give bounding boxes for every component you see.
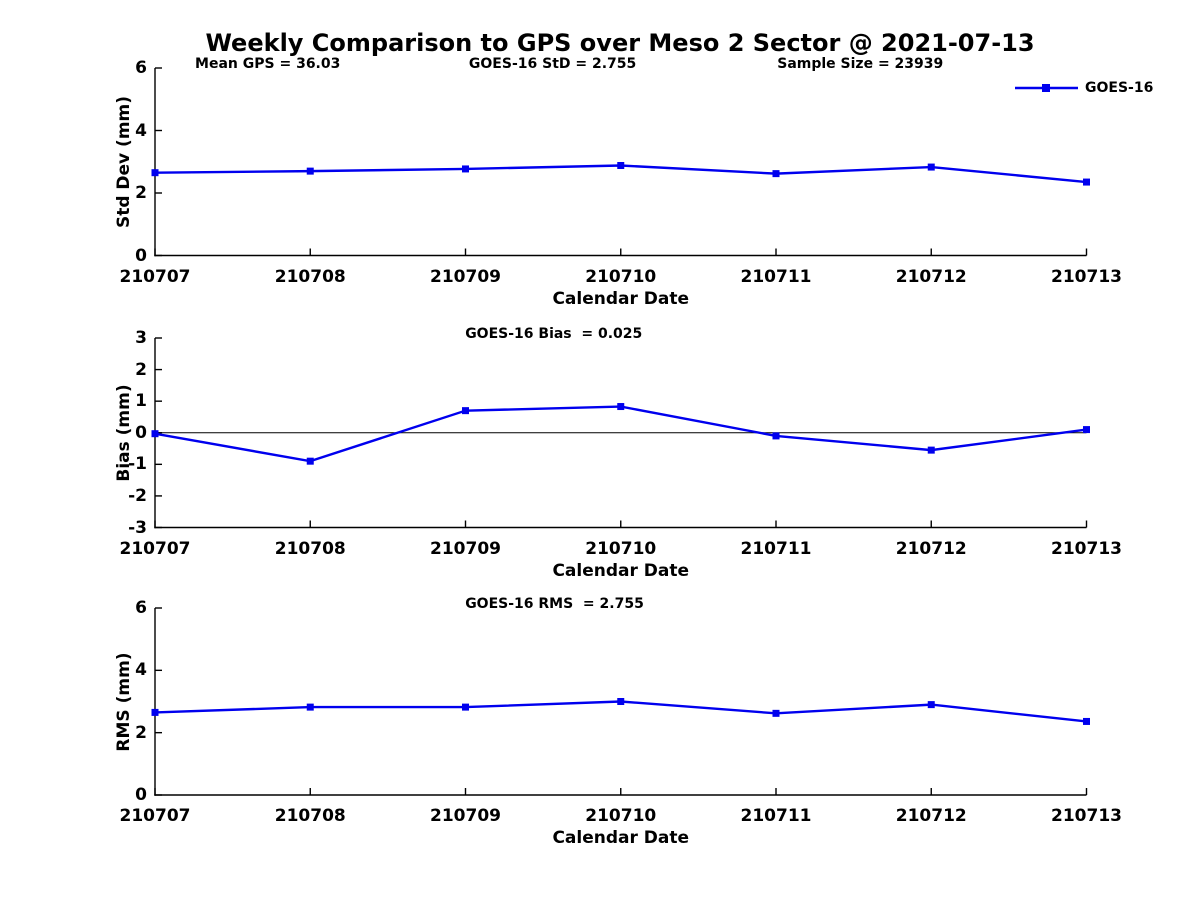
x-axis-label: Calendar Date bbox=[552, 560, 690, 581]
rms-data-point-marker bbox=[617, 698, 625, 705]
std-dev-data-point-marker bbox=[772, 170, 780, 178]
std-dev-data-point-marker bbox=[1083, 178, 1090, 186]
rms-data-point-marker bbox=[306, 703, 314, 711]
rms-data-point-marker bbox=[462, 703, 469, 711]
x-tick-label: 210713 bbox=[1051, 266, 1122, 287]
x-tick-label: 210711 bbox=[740, 538, 812, 559]
y-tick-label: 2 bbox=[135, 359, 147, 380]
figure-title: Weekly Comparison to GPS over Meso 2 Sec… bbox=[205, 29, 1035, 57]
x-tick-label: 210712 bbox=[895, 806, 967, 826]
x-tick-label: 210711 bbox=[740, 266, 812, 287]
x-axis-label: Calendar Date bbox=[552, 828, 690, 848]
bias-data-point-marker bbox=[772, 432, 780, 440]
bias-data-point-marker bbox=[617, 403, 625, 411]
x-tick-label: 210709 bbox=[430, 538, 501, 559]
x-tick-label: 210713 bbox=[1051, 806, 1122, 826]
bias-data-line bbox=[154, 405, 1087, 463]
y-tick-label: 0 bbox=[135, 422, 147, 443]
y-axis-label: RMS (mm) bbox=[114, 651, 134, 752]
y-axis-label: Std Dev (mm) bbox=[114, 95, 134, 228]
y-tick-label: 2 bbox=[135, 722, 147, 743]
y-axis-label: Bias (mm) bbox=[114, 384, 134, 482]
x-tick-label: 210710 bbox=[585, 266, 657, 287]
std-dev-data-point-marker bbox=[617, 162, 625, 169]
legend-series-label: GOES-16 bbox=[1085, 80, 1154, 96]
y-tick-label: -2 bbox=[128, 485, 147, 506]
bias-data-point-marker bbox=[306, 457, 314, 465]
x-tick-label: 210707 bbox=[119, 538, 191, 559]
x-tick-label: 210711 bbox=[740, 806, 812, 826]
x-tick-label: 210708 bbox=[274, 806, 346, 826]
bias-data-point-marker bbox=[151, 430, 159, 438]
x-tick-label: 210708 bbox=[274, 538, 346, 559]
x-tick-label: 210707 bbox=[119, 806, 191, 826]
y-tick-label: 1 bbox=[135, 391, 147, 412]
rms-data-point-marker bbox=[772, 709, 780, 717]
axis-annotation: GOES-16 StD = 2.755 bbox=[468, 56, 637, 72]
std-dev-data-point-marker bbox=[306, 167, 314, 175]
axis-annotation: Mean GPS = 36.03 bbox=[195, 56, 341, 72]
y-tick-label: 6 bbox=[135, 58, 147, 78]
x-axis-label: Calendar Date bbox=[552, 288, 690, 309]
y-tick-label: 2 bbox=[135, 183, 147, 203]
axis-annotation: GOES-16 RMS = 2.755 bbox=[465, 596, 644, 612]
y-tick-label: 0 bbox=[135, 785, 147, 805]
x-tick-label: 210708 bbox=[274, 266, 346, 287]
bias-data-point-marker bbox=[1083, 426, 1090, 434]
y-tick-label: -1 bbox=[128, 454, 147, 475]
x-tick-label: 210710 bbox=[585, 538, 657, 559]
y-tick-label: -3 bbox=[128, 517, 147, 538]
rms-data-point-marker bbox=[151, 708, 159, 716]
y-tick-label: 4 bbox=[135, 120, 147, 141]
x-tick-label: 210710 bbox=[585, 806, 657, 826]
rms-data-point-marker bbox=[1083, 717, 1090, 725]
std-dev-data-point-marker bbox=[927, 163, 935, 171]
x-tick-label: 210709 bbox=[430, 266, 501, 287]
axis-annotation: Sample Size = 23939 bbox=[777, 56, 944, 72]
y-tick-label: 0 bbox=[135, 245, 147, 266]
x-tick-label: 210709 bbox=[430, 806, 501, 826]
std-dev-data-point-marker bbox=[462, 165, 469, 173]
x-tick-label: 210707 bbox=[119, 266, 191, 287]
y-tick-label: 4 bbox=[135, 660, 147, 681]
x-tick-label: 210712 bbox=[895, 538, 967, 559]
rms-data-point-marker bbox=[927, 701, 935, 709]
axis-annotation: GOES-16 Bias = 0.025 bbox=[465, 326, 643, 342]
std-dev-data-point-marker bbox=[151, 169, 159, 177]
bias-data-point-marker bbox=[462, 407, 469, 415]
x-tick-label: 210712 bbox=[895, 266, 967, 287]
y-tick-label: 3 bbox=[135, 328, 147, 348]
legend-marker bbox=[1042, 84, 1050, 92]
y-tick-label: 6 bbox=[135, 598, 147, 618]
x-tick-label: 210713 bbox=[1051, 538, 1122, 559]
bias-data-point-marker bbox=[927, 446, 935, 454]
